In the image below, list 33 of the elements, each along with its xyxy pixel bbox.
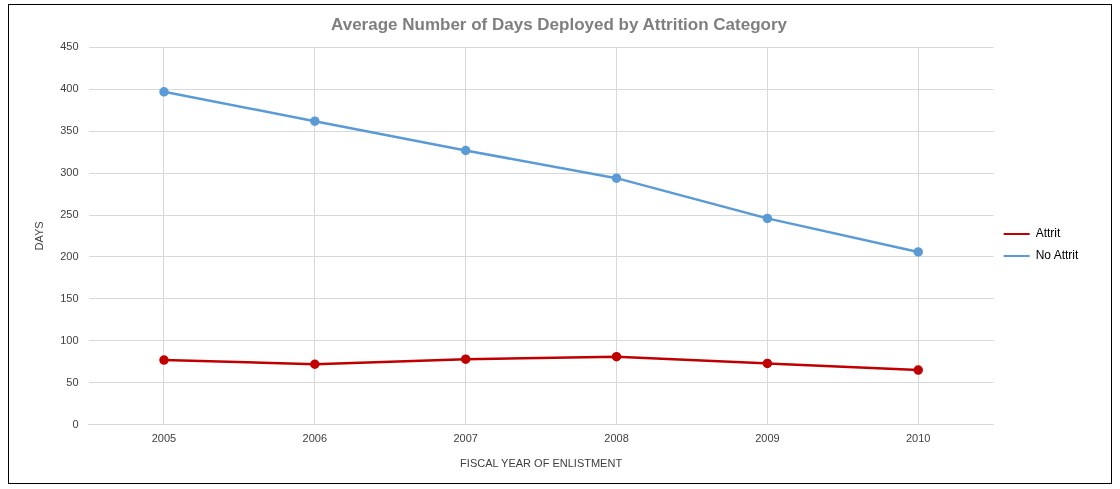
x-axis-title: FISCAL YEAR OF ENLISTMENT: [460, 457, 623, 470]
y-tick-label: 450: [60, 40, 79, 53]
x-tick-label: 2010: [905, 432, 931, 445]
y-tick-label: 50: [66, 375, 79, 388]
point: [310, 116, 320, 126]
x-tick-label: 2009: [755, 432, 780, 445]
x-tick-label: 2005: [151, 432, 177, 445]
point: [159, 87, 169, 97]
point: [913, 247, 923, 257]
y-axis-title: DAYS: [32, 221, 45, 251]
chart-title: Average Number of Days Deployed by Attrition Category: [331, 14, 788, 34]
y-tick-label: 350: [60, 124, 79, 137]
y-tick-label: 300: [60, 166, 79, 179]
y-tick-label: 100: [60, 333, 79, 346]
legend-label: No Attrit: [1035, 248, 1079, 263]
y-tick-label: 0: [72, 417, 79, 430]
point: [460, 354, 471, 364]
legend-label: Attrit: [1035, 226, 1061, 241]
point: [913, 365, 923, 375]
y-tick-label: 250: [60, 208, 79, 221]
point: [310, 359, 320, 369]
point: [159, 355, 169, 365]
x-tick-label: 2007: [453, 432, 478, 445]
point: [460, 145, 471, 156]
y-tick-label: 150: [60, 291, 79, 304]
y-tick-label: 200: [60, 249, 79, 262]
x-tick-label: 2006: [302, 432, 328, 445]
y-tick-label: 400: [60, 82, 79, 95]
point: [762, 358, 773, 369]
point: [611, 351, 622, 362]
point: [762, 213, 773, 224]
x-tick-label: 2008: [604, 432, 629, 445]
point: [611, 173, 622, 183]
